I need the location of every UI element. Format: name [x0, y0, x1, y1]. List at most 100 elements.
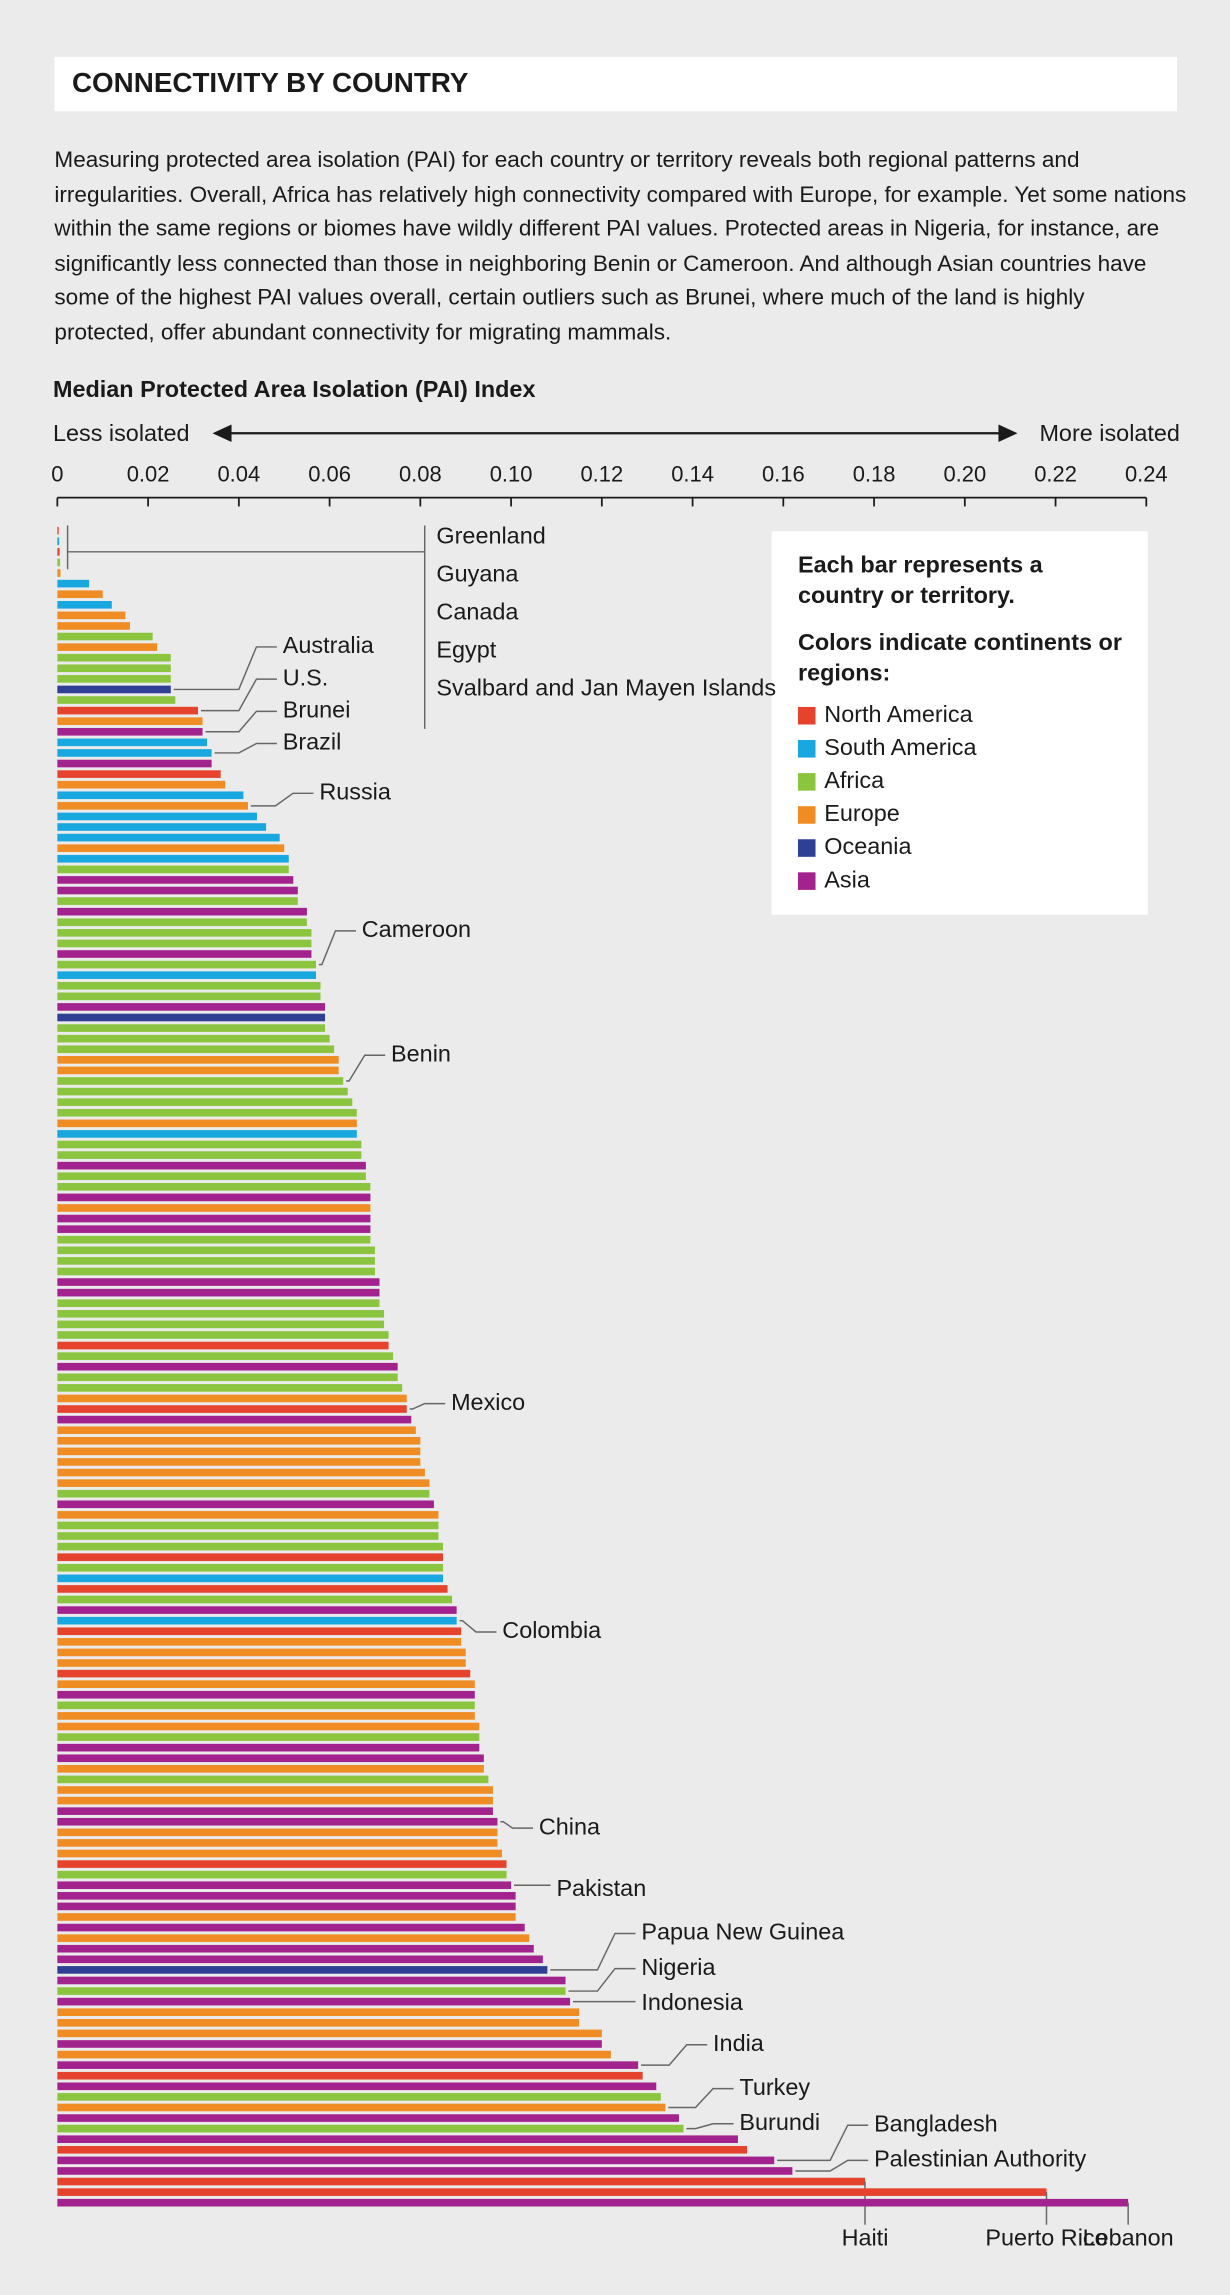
title-box	[54, 57, 1178, 112]
leader-line	[459, 1619, 497, 1633]
chart-title: Median Protected Area Isolation (PAI) In…	[53, 376, 536, 402]
country-label: Benin	[391, 1040, 451, 1066]
country-label: Colombia	[502, 1617, 602, 1643]
bar	[57, 1839, 498, 1847]
bar	[57, 1235, 371, 1244]
bar	[57, 1680, 475, 1688]
bar	[57, 600, 112, 609]
country-label: Pakistan	[556, 1875, 646, 1901]
bar	[57, 706, 199, 715]
x-tick-label: 0.04	[217, 461, 260, 486]
country-label: Cameroon	[362, 916, 471, 942]
x-tick-label: 0.14	[671, 461, 714, 486]
legend-swatch	[797, 839, 816, 857]
arrow-head-left	[212, 424, 232, 443]
bar	[57, 2050, 611, 2059]
bar	[57, 2040, 602, 2048]
bar	[57, 854, 289, 863]
bar	[57, 2145, 748, 2154]
country-label: Nigeria	[641, 1954, 716, 1980]
legend-box	[771, 531, 1148, 915]
bar	[57, 1563, 444, 1572]
bar	[57, 1500, 434, 1509]
bar	[57, 1362, 398, 1371]
bar	[57, 1511, 439, 1519]
bar	[57, 918, 307, 927]
legend-label: Oceania	[824, 833, 912, 859]
bar	[57, 1807, 493, 1815]
bar	[57, 1669, 471, 1678]
bar	[57, 2093, 661, 2101]
bar	[57, 1870, 507, 1879]
bar	[57, 950, 312, 958]
bar	[57, 1056, 339, 1064]
left-label: Less isolated	[53, 420, 190, 446]
leader-line	[686, 2123, 734, 2130]
bar	[57, 1384, 403, 1392]
country-label: Canada	[436, 598, 519, 624]
bar	[57, 1616, 457, 1625]
bar	[57, 2019, 580, 2027]
x-tick-label: 0.20	[943, 461, 986, 486]
bar	[57, 1458, 421, 1466]
bar	[57, 1627, 462, 1636]
bar	[57, 1997, 571, 2006]
bar	[57, 749, 212, 757]
legend-label: Asia	[824, 866, 871, 892]
bar	[57, 717, 203, 726]
bar	[57, 1288, 380, 1297]
bar	[57, 876, 294, 884]
bar	[57, 1754, 484, 1763]
country-label: Turkey	[739, 2074, 810, 2100]
bar	[57, 1532, 439, 1540]
page-title: CONNECTIVITY BY COUNTRY	[72, 67, 469, 98]
bar	[57, 2029, 602, 2038]
bar	[57, 1436, 421, 1445]
country-label: Mexico	[451, 1389, 525, 1415]
bar	[57, 1542, 444, 1551]
bar	[57, 2114, 679, 2122]
right-label: More isolated	[1039, 420, 1180, 446]
bar	[57, 2156, 775, 2165]
country-label: China	[539, 1813, 601, 1839]
bar	[57, 2061, 639, 2069]
bar	[57, 929, 312, 937]
country-label: Greenland	[436, 522, 545, 548]
legend-note: Each bar represents a country or territo…	[797, 553, 1043, 609]
country-label: Guyana	[436, 560, 519, 586]
bar	[57, 675, 171, 683]
bar	[57, 770, 221, 778]
country-label: Australia	[283, 632, 375, 658]
bar	[57, 1638, 462, 1646]
bar	[57, 2177, 865, 2186]
bar	[57, 1733, 480, 1741]
bar	[57, 1161, 366, 1170]
bar	[57, 685, 171, 694]
bar	[57, 780, 226, 789]
bar	[57, 1828, 498, 1837]
leader-line	[173, 646, 277, 691]
bar	[57, 1447, 421, 1456]
legend-swatch	[797, 872, 816, 890]
bar	[57, 1098, 353, 1106]
bar	[57, 1373, 398, 1382]
bar	[57, 1214, 371, 1223]
legend-label: Europe	[824, 800, 899, 826]
bar	[57, 1976, 566, 1985]
x-tick-label: 0.16	[762, 461, 805, 486]
bar	[57, 1172, 366, 1181]
country-label: Russia	[319, 778, 392, 804]
leader-line	[200, 678, 277, 712]
bar	[57, 1934, 530, 1942]
country-label: Svalbard and Jan Mayen Islands	[436, 675, 776, 701]
bar	[57, 1923, 525, 1932]
leader-line	[346, 1054, 386, 1082]
bar	[57, 1722, 480, 1731]
bar	[57, 1786, 493, 1794]
bar	[57, 1659, 466, 1667]
leader-line	[318, 930, 356, 966]
bar	[57, 1775, 489, 1784]
bar	[57, 1817, 498, 1826]
